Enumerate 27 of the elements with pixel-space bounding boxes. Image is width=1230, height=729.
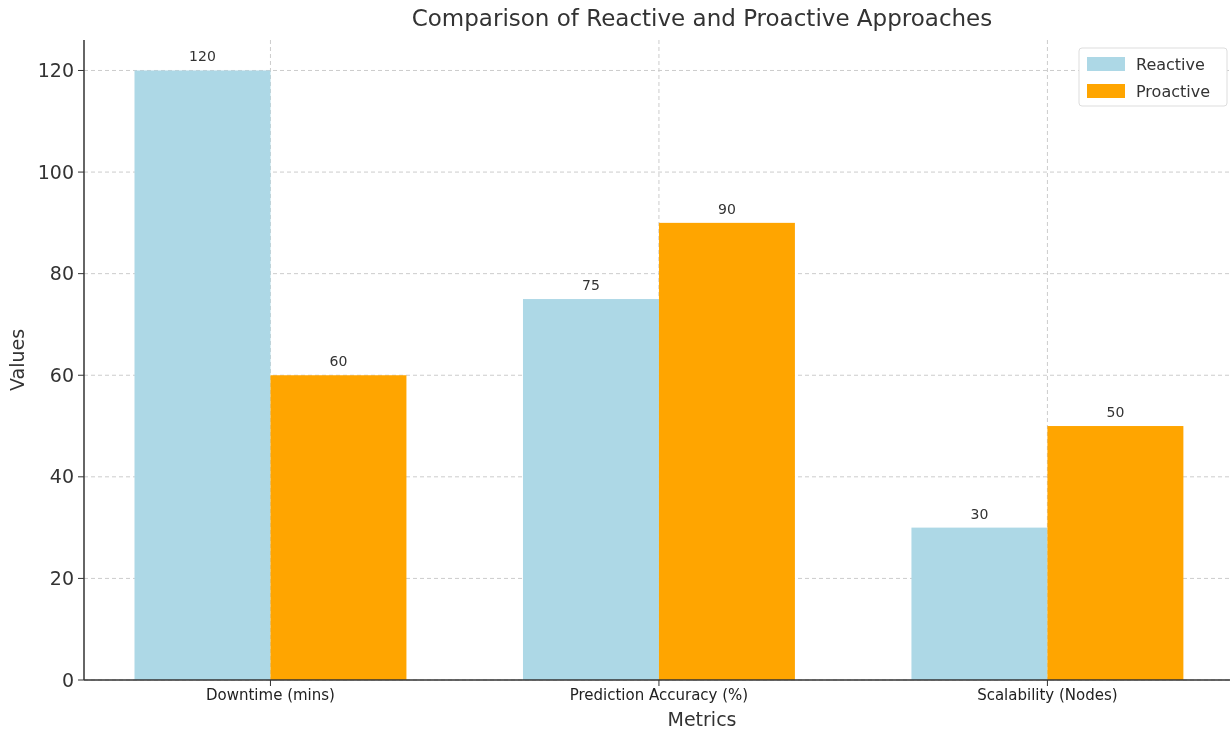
- y-tick-label: 120: [37, 59, 74, 82]
- legend-label: Reactive: [1136, 54, 1205, 74]
- x-tick-label: Prediction Accuracy (%): [569, 686, 749, 704]
- data-label: 50: [1106, 404, 1125, 421]
- bar: [270, 375, 407, 680]
- y-tick-label: 0: [61, 668, 74, 691]
- bar: [911, 527, 1048, 680]
- data-label: 120: [189, 48, 216, 65]
- y-tick-label: 80: [49, 262, 74, 285]
- data-label: 75: [582, 277, 600, 294]
- data-label: 90: [718, 200, 736, 217]
- y-tick-label: 20: [49, 567, 74, 590]
- y-axis-title: Values: [6, 328, 28, 392]
- chart-title: Comparison of Reactive and Proactive Approaches: [411, 5, 993, 31]
- bar: [1047, 426, 1184, 680]
- x-tick-label: Downtime (mins): [205, 686, 335, 704]
- x-axis-title: Metrics: [667, 708, 737, 729]
- bar: [522, 299, 659, 680]
- data-label: 60: [329, 353, 348, 370]
- x-tick-label: Scalability (Nodes): [977, 686, 1118, 704]
- bar: [658, 222, 795, 680]
- legend-label: Proactive: [1136, 81, 1211, 101]
- y-tick-label: 40: [49, 465, 74, 488]
- y-tick-label: 60: [49, 363, 74, 386]
- y-tick-label: 100: [37, 160, 74, 183]
- bar: [134, 70, 271, 680]
- data-label: 30: [970, 505, 989, 522]
